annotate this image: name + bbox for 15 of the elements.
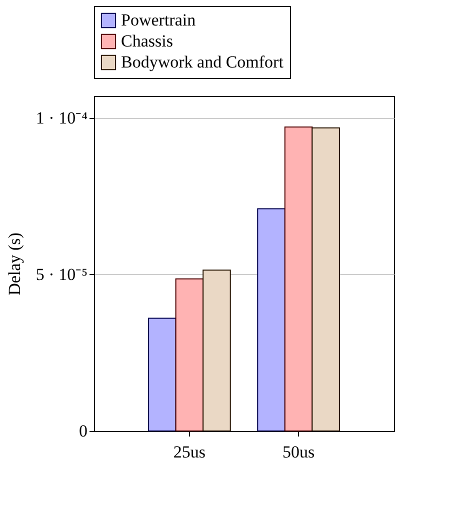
bar [175, 278, 204, 432]
x-tick-label: 50us [282, 442, 315, 462]
bar [284, 126, 313, 432]
legend-label: Chassis [121, 32, 173, 50]
legend-label: Bodywork and Comfort [121, 52, 284, 72]
y-axis-title: Delay (s) [4, 232, 24, 296]
y-tick-label: 0 [79, 422, 88, 440]
bar [202, 270, 231, 432]
bar [312, 127, 340, 432]
bar [257, 208, 286, 432]
x-tick-label: 25us [173, 442, 206, 462]
bar [148, 318, 176, 432]
legend-label: Powertrain [121, 10, 196, 30]
y-tick-label: 5 · 10⁻⁵ [36, 264, 88, 284]
y-tick-label: 1 · 10⁻⁴ [36, 108, 88, 128]
